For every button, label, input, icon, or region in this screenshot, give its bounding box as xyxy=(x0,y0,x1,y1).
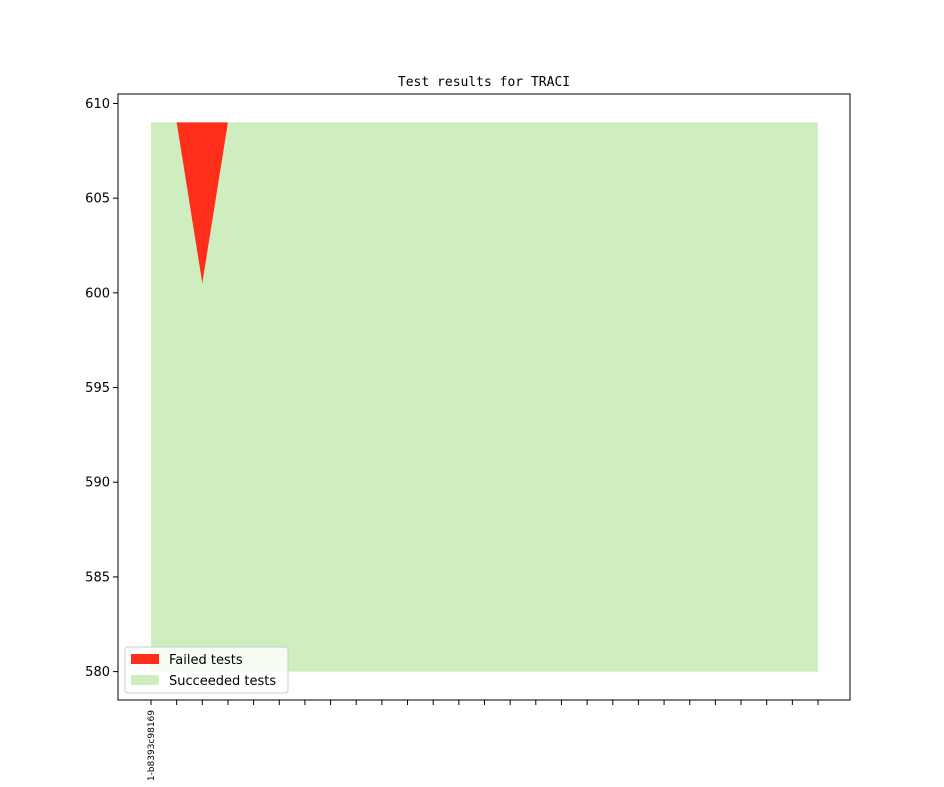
chart-title: Test results for TRACI xyxy=(398,75,570,90)
x-axis: 1-b8393c98169 xyxy=(147,700,819,781)
legend-swatch-failed xyxy=(131,654,159,664)
plot-area xyxy=(151,122,818,672)
legend-box xyxy=(124,646,289,694)
legend: Failed tests Succeeded tests xyxy=(124,646,289,694)
y-tick-label: 580 xyxy=(85,665,110,680)
failed-tests-area xyxy=(151,122,818,284)
y-tick-label: 605 xyxy=(85,192,110,207)
y-tick-label: 585 xyxy=(85,570,110,585)
y-axis: 580 585 590 595 600 605 610 xyxy=(85,97,118,680)
y-tick-label: 595 xyxy=(85,381,110,396)
legend-label-succeeded: Succeeded tests xyxy=(169,674,276,689)
y-tick-label: 600 xyxy=(85,286,110,301)
y-tick-label: 610 xyxy=(85,97,110,112)
x-tick-label: 1-b8393c98169 xyxy=(147,710,157,781)
y-tick-label: 590 xyxy=(85,476,110,491)
succeeded-tests-area xyxy=(151,122,818,672)
legend-label-failed: Failed tests xyxy=(169,653,243,668)
legend-swatch-succeeded xyxy=(131,675,159,685)
